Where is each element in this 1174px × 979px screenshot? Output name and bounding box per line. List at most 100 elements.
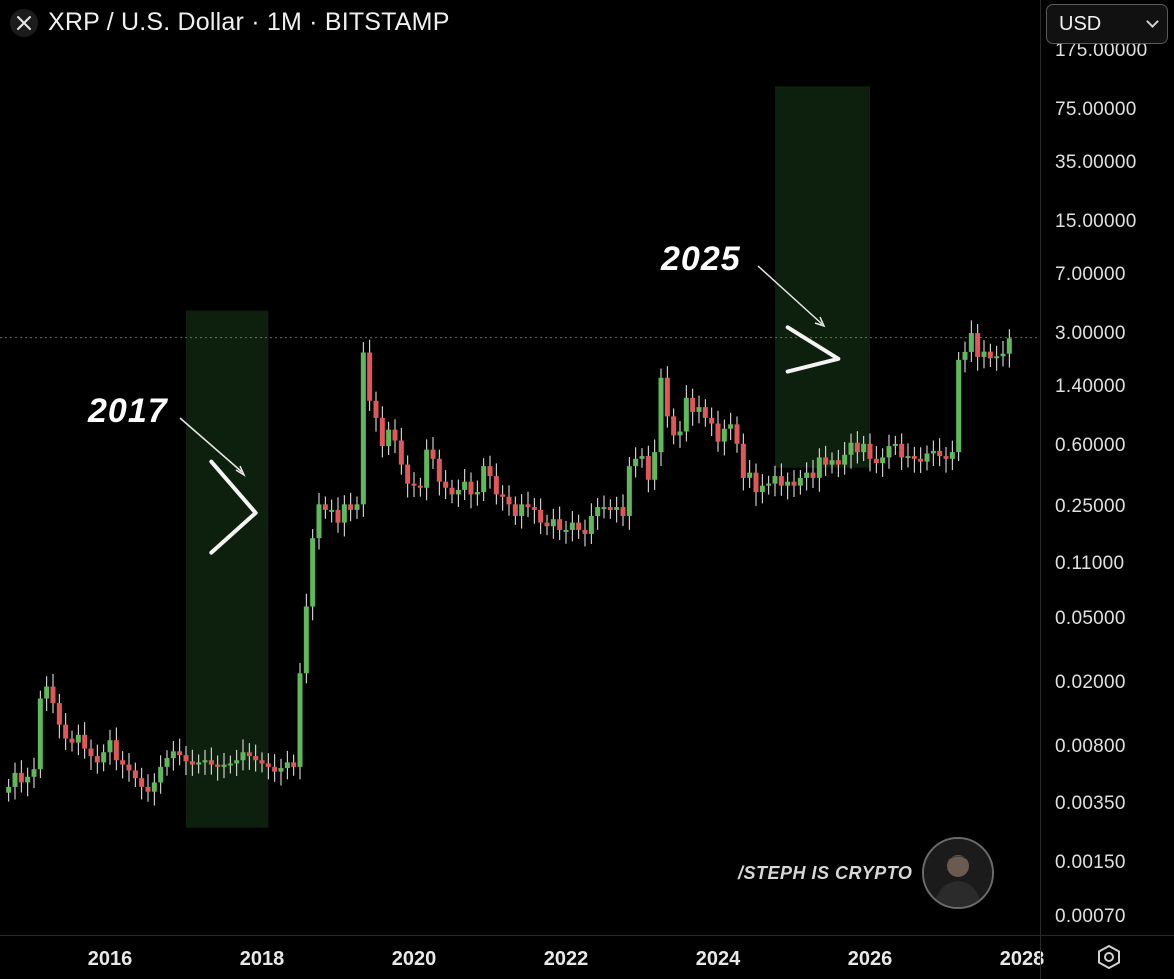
price-tick-label: 0.02000 — [1055, 672, 1126, 693]
price-tick-label: 35.00000 — [1055, 151, 1137, 173]
candle — [272, 766, 278, 772]
candle — [392, 429, 398, 441]
currency-select[interactable]: USD — [1046, 4, 1168, 44]
candle — [740, 443, 746, 478]
price-tick-label: 0.05000 — [1055, 608, 1126, 630]
candle — [525, 504, 531, 508]
candle — [829, 460, 835, 465]
candle — [1006, 338, 1012, 354]
candle — [550, 519, 556, 527]
candle — [930, 450, 936, 454]
pennant-pattern — [785, 325, 841, 374]
candle — [221, 764, 227, 767]
time-tick-label: 2024 — [695, 948, 741, 970]
candle — [658, 377, 664, 453]
candle — [848, 442, 854, 455]
candle — [607, 507, 613, 510]
candle — [208, 760, 214, 765]
candle — [227, 763, 233, 766]
candle — [778, 476, 784, 486]
candle — [170, 751, 176, 759]
price-axis[interactable]: 175.00000 75.00000 35.00000 15.00000 7.00000… — [1040, 0, 1174, 935]
price-tick-label: 7.00000 — [1055, 263, 1126, 285]
candle — [234, 760, 240, 764]
highlight-zone — [186, 310, 269, 828]
candle — [709, 417, 715, 424]
candle — [677, 431, 683, 436]
time-tick-label: 2016 — [87, 948, 133, 970]
candle — [88, 748, 94, 757]
candle — [804, 472, 810, 478]
candle — [867, 443, 873, 459]
price-tick-label: 0.60000 — [1055, 435, 1126, 457]
candle — [797, 477, 803, 486]
candle — [576, 522, 582, 530]
candle — [614, 507, 620, 510]
candle — [937, 450, 943, 457]
candle — [766, 483, 772, 486]
candle — [386, 429, 392, 447]
chart-title: XRP / U.S. Dollar · 1M · BITSTAMP — [48, 8, 450, 36]
settings-hexagon-icon[interactable] — [1096, 944, 1122, 970]
candle — [398, 440, 404, 465]
candle — [50, 686, 56, 704]
candle — [987, 351, 993, 359]
candle — [633, 458, 639, 467]
candle — [772, 476, 778, 484]
time-tick-label: 2018 — [239, 948, 285, 970]
candle — [861, 443, 867, 453]
candle — [994, 356, 1000, 359]
candle — [481, 466, 487, 493]
chevron-down-icon — [1146, 15, 1159, 28]
candle — [975, 333, 981, 357]
candle — [25, 776, 31, 783]
candle — [202, 760, 208, 763]
candle — [652, 452, 658, 480]
candle — [455, 489, 461, 495]
price-chart[interactable] — [0, 0, 1040, 935]
candle — [6, 786, 12, 793]
candle — [183, 755, 189, 762]
candle — [683, 397, 689, 432]
price-tick-label: 0.00350 — [1055, 793, 1126, 815]
candle — [981, 351, 987, 357]
candle — [601, 507, 607, 510]
annotation-2025: 2025 — [661, 240, 741, 278]
watermark: /STEPH IS CRYPTO — [738, 837, 1010, 909]
candle — [924, 453, 930, 462]
candle — [671, 416, 677, 436]
candle — [500, 494, 506, 497]
candle — [151, 782, 157, 792]
candlestick-chart — [0, 86, 1040, 828]
candle — [75, 734, 81, 743]
candle — [626, 466, 632, 516]
price-tick-label: 0.00150 — [1055, 852, 1126, 874]
candle — [373, 400, 379, 418]
candle — [690, 397, 696, 412]
candle — [557, 519, 563, 530]
candle — [899, 443, 905, 458]
price-tick-label: 15.00000 — [1055, 210, 1137, 232]
chart-header: XRP / U.S. Dollar · 1M · BITSTAMP — [10, 8, 450, 37]
candle — [962, 351, 968, 360]
arrow-2025 — [757, 265, 823, 325]
candle — [588, 515, 594, 534]
candle — [132, 770, 138, 779]
candle — [462, 481, 468, 490]
candle — [493, 476, 499, 495]
candle — [82, 734, 88, 749]
candle — [721, 428, 727, 442]
highlight-zone — [775, 86, 870, 468]
candle — [360, 352, 366, 505]
candle — [101, 752, 107, 763]
time-axis[interactable]: 2016 2018 2020 2022 2024 2026 2028 — [0, 935, 1044, 979]
annotation-2017: 2017 — [88, 392, 168, 430]
candle — [905, 456, 911, 459]
candle — [436, 458, 442, 482]
candle — [113, 740, 119, 761]
price-tick-label: 0.00070 — [1055, 905, 1126, 927]
candle — [968, 333, 974, 352]
close-button[interactable] — [10, 8, 38, 37]
candle — [177, 751, 183, 756]
candle — [810, 472, 816, 478]
